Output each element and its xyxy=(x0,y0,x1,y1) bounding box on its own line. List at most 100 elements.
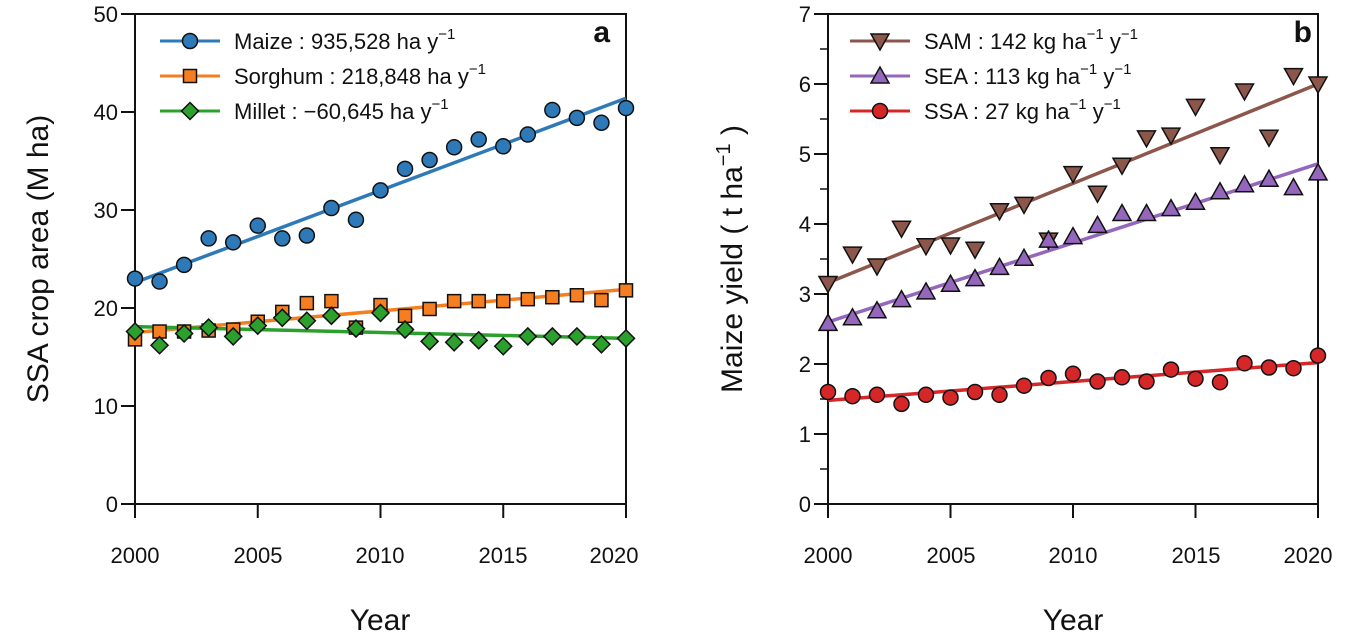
data-point-sea xyxy=(964,268,986,287)
data-point-millet xyxy=(444,332,464,352)
data-point-ssa xyxy=(1015,377,1033,394)
legend-marker-shape-sam xyxy=(869,33,891,52)
legend-entry-sorghum: Sorghum : 218,848 ha y−1 xyxy=(160,61,486,89)
legend-marker-shape-sea xyxy=(869,65,891,84)
data-point-ssa xyxy=(844,387,861,405)
data-point-ssa xyxy=(966,383,984,401)
legend-marker-millet xyxy=(180,101,200,121)
data-point-sea xyxy=(1087,214,1108,234)
legend-entry-maize: Maize : 935,528 ha y−1 xyxy=(160,26,455,54)
panel-a-ytick-label: 0 xyxy=(106,492,118,517)
data-point-ssa xyxy=(868,386,886,404)
legend-marker-ssa xyxy=(871,102,889,120)
panel-a-xtick-label: 2020 xyxy=(590,543,639,568)
panel-b-ytick-label: 3 xyxy=(799,282,811,307)
data-point-sea xyxy=(1185,191,1206,211)
data-point-maize xyxy=(347,211,365,229)
data-point-sea xyxy=(1307,162,1329,181)
data-point-ssa xyxy=(1040,369,1057,387)
data-point-sea xyxy=(866,300,888,319)
data-point-maize xyxy=(151,273,168,290)
data-point-sorghum xyxy=(545,289,560,305)
panel-a-xtick-label: 2000 xyxy=(111,543,160,568)
data-point-sea xyxy=(1111,202,1133,222)
panel-b-ytick-label: 6 xyxy=(799,72,811,97)
data-point-millet xyxy=(321,306,341,326)
data-point-sam xyxy=(866,258,888,277)
panel-a-xlabel: Year xyxy=(350,604,411,637)
legend-marker-shape-maize xyxy=(181,32,199,50)
data-point-sam xyxy=(1209,146,1231,166)
data-point-sam xyxy=(1160,127,1182,146)
legend-entry-ssa: SSA : 27 kg ha−1 y−1 xyxy=(850,96,1121,124)
data-point-maize xyxy=(372,182,389,199)
panel-b-xtick-label: 2000 xyxy=(804,543,853,568)
panel-b-letter: b xyxy=(1294,16,1312,49)
data-point-ssa xyxy=(1285,359,1302,377)
panel-b-ytick-label: 1 xyxy=(799,422,811,447)
legend-marker-sea xyxy=(869,65,891,84)
panel-b: 0 1 2 3 4 5 6 7 2000 2005 2010 2015 2020… xyxy=(713,2,1332,637)
data-point-sorghum xyxy=(471,293,486,309)
data-point-sea xyxy=(1136,202,1157,222)
data-point-sea xyxy=(891,289,912,308)
legend-label-sam: SAM : 142 kg ha−1 y−1 xyxy=(924,26,1138,54)
data-point-sorghum xyxy=(324,293,339,309)
legend-entry-sam: SAM : 142 kg ha−1 y−1 xyxy=(850,26,1138,54)
data-point-sea xyxy=(1160,198,1182,217)
panel-a-ylabel: SSA crop area (M ha) xyxy=(22,115,55,403)
data-point-maize xyxy=(323,199,340,217)
panel-b-xtick-label: 2020 xyxy=(1284,543,1333,568)
legend-marker-maize xyxy=(181,32,199,50)
panel-b-ytick-label: 2 xyxy=(799,352,811,377)
data-point-millet xyxy=(346,319,366,339)
data-point-sea xyxy=(842,307,863,326)
data-point-maize xyxy=(470,131,487,148)
data-point-sea xyxy=(817,312,839,332)
data-point-sam xyxy=(1283,67,1304,87)
legend-marker-sam xyxy=(869,33,891,52)
data-point-sea xyxy=(1209,181,1231,200)
data-point-sea xyxy=(940,273,961,292)
data-point-sorghum xyxy=(446,293,462,309)
data-point-millet xyxy=(297,311,317,331)
legend-entry-millet: Millet : −60,645 ha y−1 xyxy=(160,96,449,124)
data-point-millet xyxy=(493,336,513,356)
legend-label-sorghum: Sorghum : 218,848 ha y−1 xyxy=(234,61,486,89)
panel-a-ytick-label: 20 xyxy=(94,296,118,321)
data-point-ssa xyxy=(1162,361,1180,378)
data-point-maize xyxy=(593,114,610,132)
data-point-sam xyxy=(891,220,912,239)
data-point-sam xyxy=(940,237,961,256)
legend-marker-shape-millet xyxy=(180,101,200,121)
data-point-sam xyxy=(1185,98,1206,117)
data-point-sea xyxy=(1234,174,1255,193)
data-point-millet xyxy=(272,308,292,328)
data-point-ssa xyxy=(1113,369,1131,386)
data-point-sorghum xyxy=(594,292,609,308)
data-point-sam xyxy=(1136,130,1157,149)
panel-b-ytick-label: 7 xyxy=(799,2,811,27)
data-point-millet xyxy=(395,319,415,340)
data-point-maize xyxy=(298,227,316,244)
data-point-millet xyxy=(567,326,587,346)
data-point-maize xyxy=(544,101,561,119)
legend-marker-sorghum xyxy=(182,68,198,84)
data-point-sam xyxy=(817,275,839,295)
panel-a-letter: a xyxy=(593,16,610,49)
data-point-millet xyxy=(616,328,636,348)
data-point-maize xyxy=(126,270,144,287)
data-point-sorghum xyxy=(422,301,437,317)
data-point-millet xyxy=(199,318,219,338)
data-point-sorghum xyxy=(299,295,315,311)
panel-a-ytick-label: 50 xyxy=(94,2,118,27)
data-point-maize xyxy=(495,138,512,155)
data-point-sam xyxy=(964,241,986,260)
data-point-maize xyxy=(421,151,438,169)
panel-b-ytick-label: 0 xyxy=(799,492,811,517)
data-point-maize xyxy=(519,126,537,143)
data-point-sea xyxy=(915,281,937,300)
legend-marker-shape-sorghum xyxy=(182,68,198,84)
